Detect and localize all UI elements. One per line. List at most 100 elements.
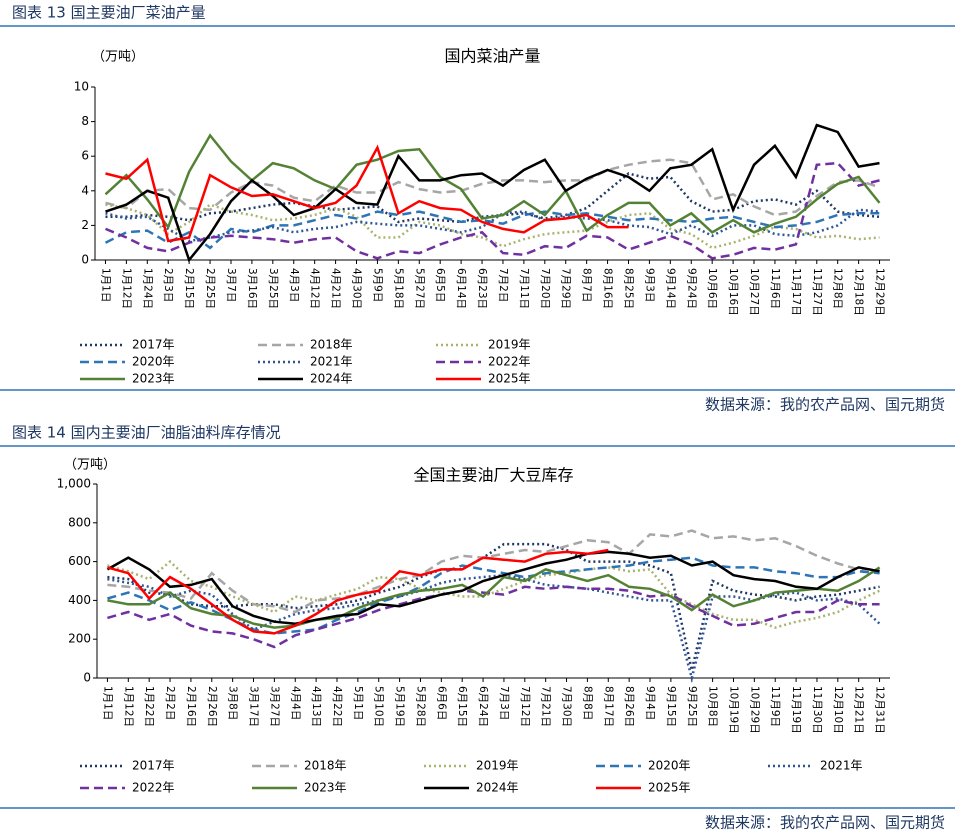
x-tick-label: 3月8日 [227,686,239,720]
series-line [107,566,881,629]
y-tick-label: 0 [81,253,89,267]
legend-label: 2017年 [132,759,175,773]
legend-label: 2025年 [488,372,531,386]
x-tick-label: 2月3日 [162,268,174,302]
x-tick-label: 12月18日 [853,268,865,316]
unit-label: （万吨） [92,50,144,65]
x-tick-label: 2月15日 [183,268,195,309]
y-tick-label: 6 [81,149,89,163]
x-tick-label: 11月9日 [769,686,781,727]
x-tick-label: 7月30日 [561,686,573,727]
y-tick-label: 10 [74,80,89,94]
legend-label: 2022年 [132,781,175,795]
x-tick-label: 6月23日 [476,268,488,309]
legend-label: 2018年 [304,759,347,773]
series-line [107,548,609,635]
source-note: 数据来源：我的农产品网、国元期货 [705,396,945,414]
legend-label: 2024年 [476,781,519,795]
source-note: 数据来源：我的农产品网、国元期货 [705,814,945,832]
x-tick-label: 10月16日 [727,268,739,316]
y-tick-label: 1,000 [57,477,91,491]
series-line [107,542,880,671]
x-tick-label: 9月15日 [665,686,677,727]
x-tick-label: 11月30日 [811,686,823,734]
x-tick-label: 1月22日 [143,686,155,727]
x-tick-label: 8月17日 [602,686,614,727]
x-tick-label: 2月26日 [206,686,218,727]
figure-caption: 图表 14 国内主要油厂油脂油料库存情况 [12,424,281,442]
x-tick-label: 7月21日 [540,686,552,727]
legend-label: 2025年 [648,781,691,795]
x-tick-label: 8月26日 [623,686,635,727]
legend-label: 2019年 [476,759,519,773]
x-tick-label: 2月16日 [185,686,197,727]
y-tick-label: 200 [68,632,91,646]
x-tick-label: 4月13日 [310,686,322,727]
series-line [105,208,880,243]
x-tick-label: 7月2日 [497,268,509,302]
legend-label: 2023年 [304,781,347,795]
legend-label: 2020年 [648,759,691,773]
x-tick-label: 2月25日 [204,268,216,309]
x-tick-label: 12月8日 [832,268,844,309]
x-tick-label: 11月19日 [790,686,802,734]
x-tick-label: 3月25日 [267,268,279,309]
y-tick-label: 0 [83,671,91,685]
x-tick-label: 9月24日 [685,268,697,309]
x-tick-label: 9月4日 [644,686,656,720]
unit-label: （万吨） [64,458,116,473]
x-tick-label: 3月16日 [246,268,258,309]
x-tick-label: 5月28日 [414,686,426,727]
x-tick-label: 6月5日 [434,268,446,302]
x-tick-label: 7月11日 [518,268,530,309]
legend-label: 2023年 [132,372,175,386]
x-tick-label: 10月8日 [707,686,719,727]
x-tick-label: 10月19日 [727,686,739,734]
legend-label: 2020年 [132,355,175,369]
x-tick-label: 3月27日 [268,686,280,727]
x-tick-label: 10月29日 [748,686,760,734]
x-tick-label: 4月12日 [309,268,321,309]
series-line [107,559,881,629]
x-tick-label: 5月18日 [392,268,404,309]
x-tick-label: 4月4日 [289,686,301,720]
x-tick-label: 12月10日 [832,686,844,734]
figure-caption: 图表 13 国主要油厂菜油产量 [12,4,206,22]
x-tick-label: 5月27日 [413,268,425,309]
x-tick-label: 2月2日 [164,686,176,720]
x-tick-label: 4月30日 [351,268,363,309]
x-tick-label: 3月7日 [225,268,237,302]
x-tick-label: 6月15日 [456,686,468,727]
x-tick-label: 5月19日 [394,686,406,727]
x-tick-label: 11月17日 [790,268,802,316]
x-tick-label: 3月17日 [248,686,260,727]
x-tick-label: 1月1日 [101,686,113,720]
legend-label: 2021年 [820,759,863,773]
y-tick-label: 800 [68,515,91,529]
x-tick-label: 7月29日 [560,268,572,309]
x-tick-label: 7月3日 [498,686,510,720]
x-tick-label: 5月10日 [373,686,385,727]
x-tick-label: 5月1日 [352,686,364,720]
x-tick-label: 7月12日 [519,686,531,727]
x-tick-label: 8月8日 [581,686,593,720]
series-line [107,556,880,635]
x-tick-label: 12月29日 [874,268,886,316]
x-tick-label: 9月14日 [664,268,676,309]
x-tick-label: 1月12日 [120,268,132,309]
x-tick-label: 9月3日 [643,268,655,302]
x-tick-label: 8月7日 [581,268,593,302]
x-tick-label: 6月14日 [455,268,467,309]
series-line [105,123,880,263]
x-tick-label: 1月12日 [122,686,134,727]
x-tick-label: 4月21日 [330,268,342,309]
series-line [107,529,880,614]
legend-label: 2017年 [132,338,175,352]
series-line [107,573,881,683]
x-tick-label: 10月27日 [748,268,760,316]
x-tick-label: 4月22日 [331,686,343,727]
legend-label: 2018年 [310,338,353,352]
y-tick-label: 8 [81,114,89,128]
x-tick-label: 8月16日 [602,268,614,309]
